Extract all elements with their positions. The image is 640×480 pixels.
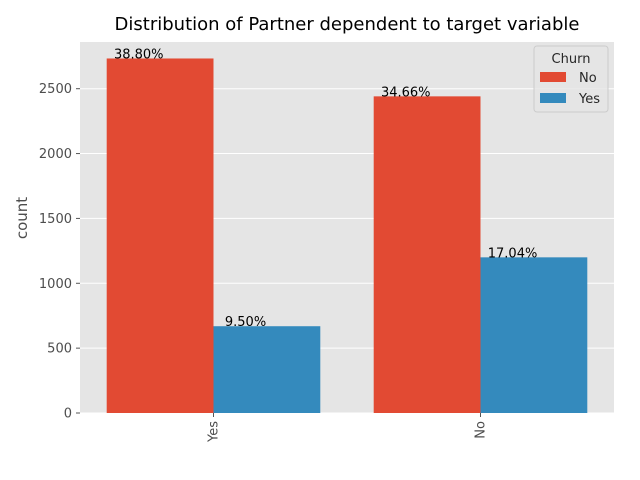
legend-entry-no: No xyxy=(579,71,597,86)
y-tick-label: 2000 xyxy=(39,147,72,162)
bar-value-label: 9.50% xyxy=(225,315,266,330)
bar-labels: 38.80% 9.50% 34.66% 17.04% xyxy=(114,47,537,330)
x-axis-ticks: Yes No xyxy=(207,413,489,443)
y-axis-ticks: 0 500 1000 1500 2000 2500 xyxy=(39,82,80,422)
y-tick-label: 2500 xyxy=(39,82,72,97)
y-tick-label: 500 xyxy=(47,342,72,357)
y-tick-label: 1500 xyxy=(39,212,72,227)
y-tick-label: 0 xyxy=(64,407,72,422)
bar-value-label: 34.66% xyxy=(381,85,431,100)
legend-swatch-yes xyxy=(540,93,566,103)
legend-entry-yes: Yes xyxy=(578,92,600,107)
bar-no-no xyxy=(373,96,481,414)
x-tick-label: Yes xyxy=(207,421,222,443)
bar-value-label: 17.04% xyxy=(488,246,538,261)
bar-yes-no xyxy=(480,257,588,413)
bar-no-yes xyxy=(106,58,214,413)
y-tick-label: 1000 xyxy=(39,277,72,292)
legend-swatch-no xyxy=(540,72,566,82)
y-axis-label: count xyxy=(13,197,31,239)
bars xyxy=(106,58,588,414)
x-tick-label: No xyxy=(474,421,489,439)
bar-value-label: 38.80% xyxy=(114,47,164,62)
chart-title: Distribution of Partner dependent to tar… xyxy=(115,14,580,35)
legend-title: Churn xyxy=(552,52,591,67)
legend: Churn No Yes xyxy=(533,45,609,113)
bar-yes-yes xyxy=(213,326,321,413)
